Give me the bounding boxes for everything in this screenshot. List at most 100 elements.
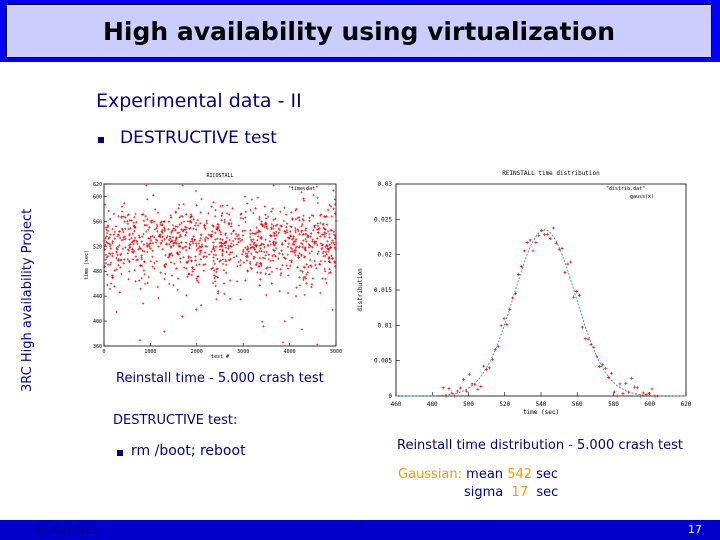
side-label: 3RC High availability Project — [20, 208, 35, 392]
data-point — [134, 280, 137, 283]
data-point — [249, 246, 252, 250]
data-point — [261, 223, 264, 227]
slide-title: High availability using virtualization — [103, 16, 615, 46]
data-point — [223, 241, 226, 244]
data-point — [170, 230, 173, 234]
data-point — [314, 263, 317, 267]
plot-frame — [103, 183, 337, 347]
data-point — [227, 213, 231, 216]
data-point — [138, 338, 142, 342]
data-point — [126, 252, 130, 255]
data-point — [214, 238, 217, 241]
y-axis-label: time (sec) — [84, 250, 90, 280]
data-point — [156, 230, 159, 233]
data-point — [270, 226, 273, 229]
data-point — [174, 237, 178, 240]
data-point — [330, 254, 333, 258]
data-point — [203, 237, 207, 241]
data-point — [303, 247, 307, 250]
data-point — [117, 264, 120, 267]
data-point — [178, 235, 181, 239]
data-point — [522, 249, 526, 253]
data-point — [264, 272, 267, 275]
data-point — [301, 242, 304, 246]
data-point — [168, 235, 172, 238]
data-point — [133, 229, 136, 233]
data-point — [115, 250, 118, 254]
data-point — [167, 228, 170, 231]
data-point — [199, 303, 203, 307]
data-point — [247, 246, 250, 250]
x-tick-label: 3000 — [237, 349, 249, 355]
x-tick-label: 2000 — [191, 349, 203, 355]
data-point — [307, 246, 311, 249]
data-point — [128, 245, 132, 249]
data-point — [656, 394, 660, 398]
data-point — [128, 259, 131, 263]
data-point — [223, 292, 226, 296]
data-point — [287, 237, 291, 240]
data-point — [227, 244, 230, 248]
data-point — [601, 363, 605, 367]
data-point — [188, 220, 191, 223]
gaussian-fit-line — [396, 229, 686, 397]
data-point — [234, 232, 238, 236]
data-point — [108, 217, 112, 221]
data-point — [324, 250, 328, 254]
data-point — [285, 264, 288, 267]
data-point — [225, 250, 228, 253]
data-point — [456, 389, 460, 393]
data-point — [264, 217, 268, 220]
data-point — [151, 249, 154, 253]
mean-label: mean — [466, 467, 504, 482]
data-point — [184, 248, 188, 252]
data-point — [294, 209, 297, 212]
data-point — [304, 229, 307, 232]
data-point — [156, 285, 160, 289]
data-point — [566, 262, 570, 266]
data-point — [286, 253, 289, 256]
data-point — [190, 260, 193, 263]
data-point — [269, 243, 273, 246]
data-point — [132, 249, 136, 253]
data-point — [116, 235, 120, 238]
data-point — [271, 207, 274, 210]
data-point — [572, 295, 576, 299]
data-point — [316, 231, 320, 234]
bullet-marker — [117, 450, 123, 456]
data-point — [330, 229, 333, 232]
data-point — [175, 267, 178, 270]
data-point — [220, 242, 224, 245]
data-point — [285, 228, 289, 232]
data-point — [551, 226, 555, 230]
data-point — [317, 228, 320, 231]
data-point — [580, 325, 584, 329]
data-point — [321, 251, 325, 255]
data-point — [644, 392, 648, 396]
x-tick-label: 0 — [102, 349, 105, 355]
data-point — [161, 235, 164, 239]
data-point — [228, 258, 231, 262]
y-tick-label: 560 — [93, 219, 102, 225]
data-point — [325, 281, 328, 285]
data-point — [225, 204, 229, 207]
data-point — [311, 240, 314, 243]
data-point — [321, 277, 324, 280]
data-point — [223, 218, 226, 222]
x-tick-label: 480 — [427, 401, 438, 408]
data-point — [302, 239, 305, 242]
data-point — [258, 230, 262, 233]
data-point — [152, 220, 156, 223]
data-point — [298, 245, 301, 248]
data-point — [531, 249, 535, 253]
data-point — [331, 257, 335, 260]
data-point — [185, 213, 188, 216]
data-point — [294, 246, 297, 250]
data-point — [139, 263, 142, 267]
data-point — [327, 248, 330, 251]
data-point — [252, 246, 255, 249]
data-point — [142, 219, 146, 223]
data-point — [333, 243, 336, 246]
data-point — [294, 217, 298, 221]
y-tick-label: 0.01 — [378, 322, 393, 329]
